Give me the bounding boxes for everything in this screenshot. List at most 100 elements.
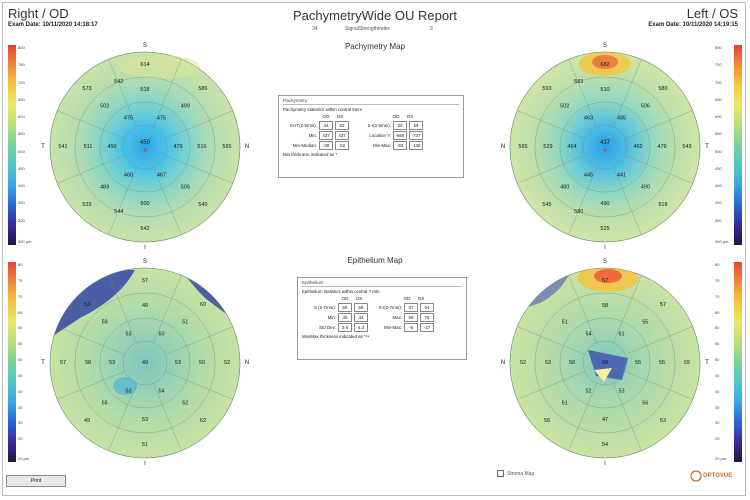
scale-unit-label: 20 µm	[18, 456, 30, 461]
pachy-stat-os-value: 82	[335, 120, 349, 130]
grid-ring	[122, 124, 168, 170]
grid-ring	[74, 76, 216, 218]
ring-value: 580	[574, 209, 583, 215]
mid-ring-value: 516	[197, 144, 206, 150]
epi-stat-od-value: 56	[338, 302, 352, 312]
grid-spoke	[165, 326, 233, 355]
epi-value: 52	[182, 400, 188, 406]
scale-tick-label: 650	[18, 96, 25, 102]
scale-tick-label: 650	[715, 96, 722, 102]
scale-tick-label: 50	[18, 357, 23, 362]
epi-value: 62	[200, 418, 206, 424]
grid-spoke	[625, 371, 693, 400]
epi-stat-label: Max:	[392, 314, 402, 320]
epi-stat-label: S-I(2-7mm):	[378, 304, 402, 310]
mid-ring-value: 518	[140, 87, 149, 93]
epi-value: 53	[545, 360, 551, 366]
pachy-os-scale-labels: 800 750 700 650 600 550 500 450 400 350 300 300 µm	[715, 45, 733, 245]
epi-value: 54	[585, 331, 591, 337]
epi-value: 56	[642, 400, 648, 406]
outer-ring-value: 545	[542, 202, 551, 208]
center-value: 437	[600, 140, 611, 146]
stroma-map-checkbox[interactable]	[497, 470, 504, 477]
optovue-logo-icon	[690, 470, 702, 482]
epi-value: 55	[635, 360, 641, 366]
epi-value: 53	[125, 389, 131, 395]
pachy-od-color-scale	[8, 45, 16, 245]
pachy-stat-od-value: 437	[319, 130, 333, 140]
epi-value: 53	[109, 360, 115, 366]
epithelium-statistics-box: Epithelium Epithelium statistics within …	[297, 277, 467, 360]
scale-tick-label: 25	[715, 436, 720, 442]
stroma-map-toggle[interactable]: Stroma Map	[497, 470, 534, 477]
outer-ring-value: 533	[82, 202, 91, 208]
epi-stat-od-value: 37	[404, 302, 418, 312]
grid-spoke	[625, 326, 693, 355]
direction-label-bottom: I	[144, 245, 146, 251]
scale-tick-label: 30	[715, 420, 720, 426]
outer-ring-value: 565	[222, 144, 231, 150]
epi-value: 47	[602, 417, 608, 423]
grid-ring	[74, 292, 216, 434]
inner-ring-value: 475	[124, 115, 133, 121]
epi-value: 51	[562, 320, 568, 326]
epi-value: 57	[60, 360, 66, 366]
epi-stat-od-value: -9	[404, 322, 418, 332]
grid-spoke	[613, 275, 642, 343]
direction-label-right: N	[245, 360, 249, 366]
scale-tick-label: 550	[715, 131, 722, 137]
grid-spoke	[625, 155, 693, 184]
epi-os-scale-labels: 80 75 70 65 60 55 50 45 40 35 30 25 20 µm	[715, 262, 733, 462]
divider	[302, 286, 462, 287]
epi-value: 53	[142, 417, 148, 423]
mid-ring-value: 510	[600, 87, 609, 93]
grid-spoke	[108, 167, 137, 235]
scale-tick-label: 80	[18, 262, 23, 267]
scale-tick-label: 70	[715, 293, 720, 299]
outer-ring-value: 682	[600, 62, 609, 68]
epi-value: 50	[199, 360, 205, 366]
pachy-os-color-scale	[734, 45, 742, 245]
pachy-stat-os-value: -136	[409, 140, 423, 150]
outer-ring-value: 614	[140, 62, 149, 68]
grid-spoke	[108, 275, 137, 343]
epi-value: 60	[200, 302, 206, 308]
inner-ring-value: 479	[173, 144, 182, 150]
epi-stats-heading: Epithelium	[302, 280, 324, 285]
epi-value: 52	[520, 360, 526, 366]
print-button[interactable]: Print	[6, 475, 66, 487]
pachy-stat-label: Min:	[308, 132, 317, 138]
mid-ring-value: 479	[657, 144, 666, 150]
grid-spoke	[165, 110, 233, 139]
direction-label-left: T	[41, 144, 45, 150]
scale-tick-label: 550	[18, 131, 25, 137]
scale-tick-label: 750	[18, 62, 25, 68]
outer-ring-value: 586	[198, 86, 207, 92]
pachy-col-os-2: OS	[406, 113, 414, 119]
direction-label-top: S	[603, 43, 607, 49]
grid-spoke	[153, 275, 182, 343]
pachy-od-scale-labels: 800 750 700 650 600 550 500 450 400 350 300 300 µm	[18, 45, 38, 245]
epi-center-zone	[113, 377, 137, 395]
ssi-label: SignalStrengthIndex	[345, 26, 391, 32]
direction-label-right: N	[245, 144, 249, 150]
epi-stat-label: S (2-7mm):	[314, 304, 336, 310]
inner-ring-value: 467	[157, 173, 166, 179]
scale-tick-label: 800	[715, 45, 722, 50]
outer-ring-value: 580	[658, 86, 667, 92]
grid-ring	[559, 101, 651, 193]
outer-ring-value: 593	[542, 86, 551, 92]
inner-ring-value: 462	[633, 144, 642, 150]
pachy-stat-label: S-I(2-5mm):	[367, 122, 391, 128]
grid-spoke	[517, 326, 585, 355]
scale-tick-label: 75	[18, 277, 23, 283]
ring-value: 542	[114, 79, 123, 85]
pachy-stat-od-value: -38	[319, 140, 333, 150]
pachymetry-statistics-box: Pachymetry Pachymetry statistics within …	[278, 95, 464, 178]
inner-ring-value: 441	[617, 173, 626, 179]
epi-value: 51	[142, 442, 148, 448]
grid-spoke	[568, 59, 597, 127]
scale-tick-label: 45	[18, 372, 23, 378]
pachy-stats-row: Min-Median: -38 -52 Min-Max: -93 -136	[283, 140, 459, 150]
epithelium-map-od: S I T N 49 50 53 54 53 53 53 48 51 50 52 53 55 58 59 57 60 52…	[41, 259, 249, 467]
